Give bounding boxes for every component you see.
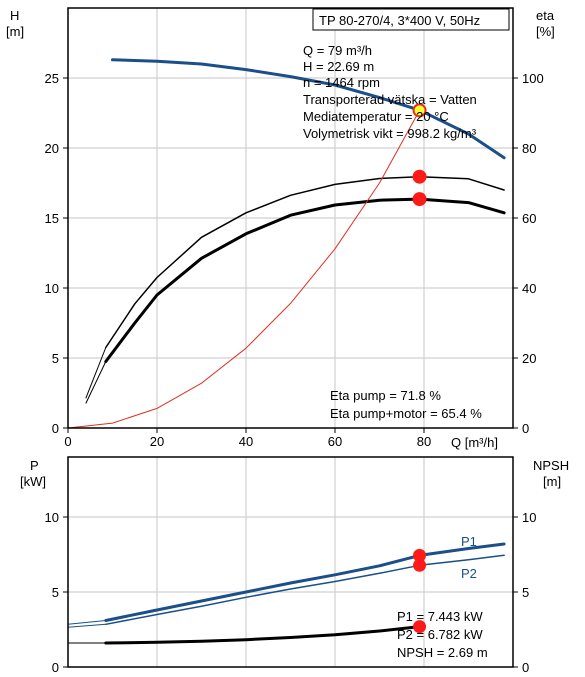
right-tick-label: 0 [522, 421, 529, 436]
top-markers [412, 103, 427, 207]
right-tick-label: 40 [522, 281, 536, 296]
bottom-plot-frame [67, 456, 514, 668]
x-tick-label: 40 [239, 434, 253, 449]
right-tick-label: 20 [522, 351, 536, 366]
top-right-axis-label-line1: eta [536, 8, 555, 23]
duty-point-eta-motor-marker [412, 192, 427, 207]
top-right-axis-label-line2: [%] [536, 24, 555, 39]
info-p2: P2 = 6.782 kW [397, 627, 483, 642]
p1-power-curve-extension [67, 620, 106, 625]
info-p1: P1 = 7.443 kW [397, 609, 483, 624]
bottom-left-axis-label-line2: [kW] [20, 474, 46, 489]
left-tick-label: 10 [45, 281, 59, 296]
eta-pump-motor-curve [104, 197, 506, 363]
info-temperature: Mediatemperatur = 20 °C [303, 109, 449, 124]
eta-pump-curve [105, 175, 505, 349]
right-tick-label: 60 [522, 211, 536, 226]
bottom-markers [413, 548, 427, 634]
p1-power-curve [104, 542, 506, 622]
head-curve [111, 58, 506, 160]
x-tick-label: 80 [417, 434, 431, 449]
bottom-left-tick-label: 0 [52, 660, 59, 675]
info-speed: n = 1464 rpm [303, 75, 380, 90]
eta-pump-motor-text: Eta pump+motor = 65.4 % [330, 406, 482, 421]
bottom-ticks: 0 5 10 0 5 10 [45, 510, 537, 675]
bottom-left-tick-label: 10 [45, 510, 59, 525]
left-tick-label: 15 [45, 211, 59, 226]
info-flow: Q = 79 m³/h [303, 43, 372, 58]
title-box [312, 8, 510, 31]
left-tick-label: 20 [45, 141, 59, 156]
x-tick-label: 0 [64, 434, 71, 449]
bottom-curves [67, 542, 506, 645]
bottom-right-tick-label: 0 [522, 660, 529, 675]
duty-point-head-marker [412, 103, 427, 118]
system-curve [67, 109, 421, 429]
x-tick-label: 60 [328, 434, 342, 449]
top-ticks: 0 20 40 60 80 0 5 10 15 20 25 0 20 40 60 80 100 [45, 71, 544, 449]
left-tick-label: 0 [52, 421, 59, 436]
npsh-curve [104, 625, 422, 645]
bottom-left-tick-label: 5 [52, 585, 59, 600]
bottom-right-tick-label: 10 [522, 510, 536, 525]
info-liquid: Transporterad vätska = Vatten [303, 92, 477, 107]
right-tick-label: 80 [522, 141, 536, 156]
top-left-axis-label-line1: H [10, 8, 19, 23]
p2-series-label: P2 [461, 566, 477, 581]
bottom-right-axis-label-line1: NPSH [533, 458, 569, 473]
left-tick-label: 25 [45, 71, 59, 86]
right-tick-label: 100 [522, 71, 544, 86]
bottom-right-axis-label-line2: [m] [543, 474, 561, 489]
top-curves [67, 58, 506, 429]
eta-pump-motor-curve-extension [85, 361, 107, 404]
p2-power-curve [105, 554, 505, 626]
left-tick-label: 5 [52, 351, 59, 366]
duty-point-eta-pump-marker [412, 169, 427, 184]
top-grid [67, 8, 513, 428]
chart-title: TP 80-270/4, 3*400 V, 50Hz [319, 13, 480, 28]
info-head: H = 22.69 m [303, 59, 374, 74]
x-tick-label: 20 [150, 434, 164, 449]
bottom-right-tick-label: 5 [522, 585, 529, 600]
duty-point-npsh-marker [413, 620, 427, 634]
eta-pump-curve-extension [85, 347, 107, 399]
p1-series-label: P1 [461, 534, 477, 549]
p2-power-curve-extension [67, 623, 106, 628]
info-npsh: NPSH = 2.69 m [397, 645, 488, 660]
duty-point-p2-marker [413, 558, 427, 572]
eta-pump-text: Eta pump = 71.8 % [330, 388, 441, 403]
x-axis-label: Q [m³/h] [451, 435, 498, 450]
top-left-axis-label-line2: [m] [6, 24, 24, 39]
bottom-left-axis-label-line1: P [30, 458, 39, 473]
info-density: Volymetrisk vikt = 998.2 kg/m³ [303, 126, 477, 141]
